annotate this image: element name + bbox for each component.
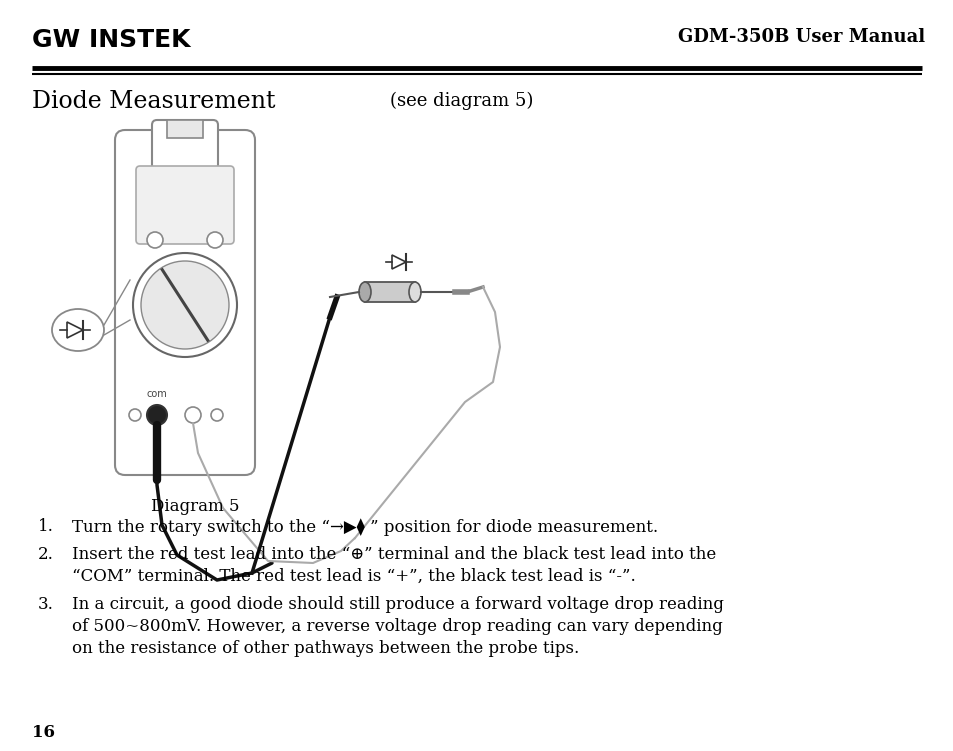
- Text: GW INSTEK: GW INSTEK: [32, 28, 191, 52]
- Text: In a circuit, a good diode should still produce a forward voltage drop reading: In a circuit, a good diode should still …: [71, 596, 723, 613]
- Text: 2.: 2.: [38, 546, 53, 563]
- Circle shape: [211, 409, 223, 421]
- Circle shape: [141, 261, 229, 349]
- Bar: [365, 282, 415, 302]
- FancyBboxPatch shape: [136, 166, 233, 244]
- Circle shape: [132, 253, 236, 357]
- Text: (see diagram 5): (see diagram 5): [390, 92, 533, 110]
- Circle shape: [147, 405, 167, 425]
- Ellipse shape: [409, 282, 420, 302]
- Text: com: com: [147, 389, 167, 399]
- Circle shape: [185, 407, 201, 423]
- Text: Insert the red test lead into the “⊕” terminal and the black test lead into the: Insert the red test lead into the “⊕” te…: [71, 546, 716, 563]
- Ellipse shape: [358, 282, 371, 302]
- Text: Diagram 5: Diagram 5: [151, 498, 239, 515]
- Text: 3.: 3.: [38, 596, 53, 613]
- Circle shape: [129, 409, 141, 421]
- Text: of 500~800mV. However, a reverse voltage drop reading can vary depending: of 500~800mV. However, a reverse voltage…: [71, 618, 722, 635]
- Text: Turn the rotary switch to the “→▶⧫ ” position for diode measurement.: Turn the rotary switch to the “→▶⧫ ” pos…: [71, 518, 658, 535]
- Circle shape: [207, 232, 223, 248]
- Circle shape: [147, 232, 163, 248]
- Ellipse shape: [52, 309, 104, 351]
- Text: “COM” terminal. The red test lead is “+”, the black test lead is “-”.: “COM” terminal. The red test lead is “+”…: [71, 568, 635, 585]
- Text: GDM-350B User Manual: GDM-350B User Manual: [678, 28, 924, 46]
- FancyBboxPatch shape: [115, 130, 254, 475]
- Text: on the resistance of other pathways between the probe tips.: on the resistance of other pathways betw…: [71, 640, 578, 657]
- Text: Diode Measurement: Diode Measurement: [32, 90, 275, 113]
- Text: 16: 16: [32, 724, 55, 741]
- FancyBboxPatch shape: [152, 120, 218, 170]
- Bar: [167, 120, 203, 138]
- Text: 1.: 1.: [38, 518, 53, 535]
